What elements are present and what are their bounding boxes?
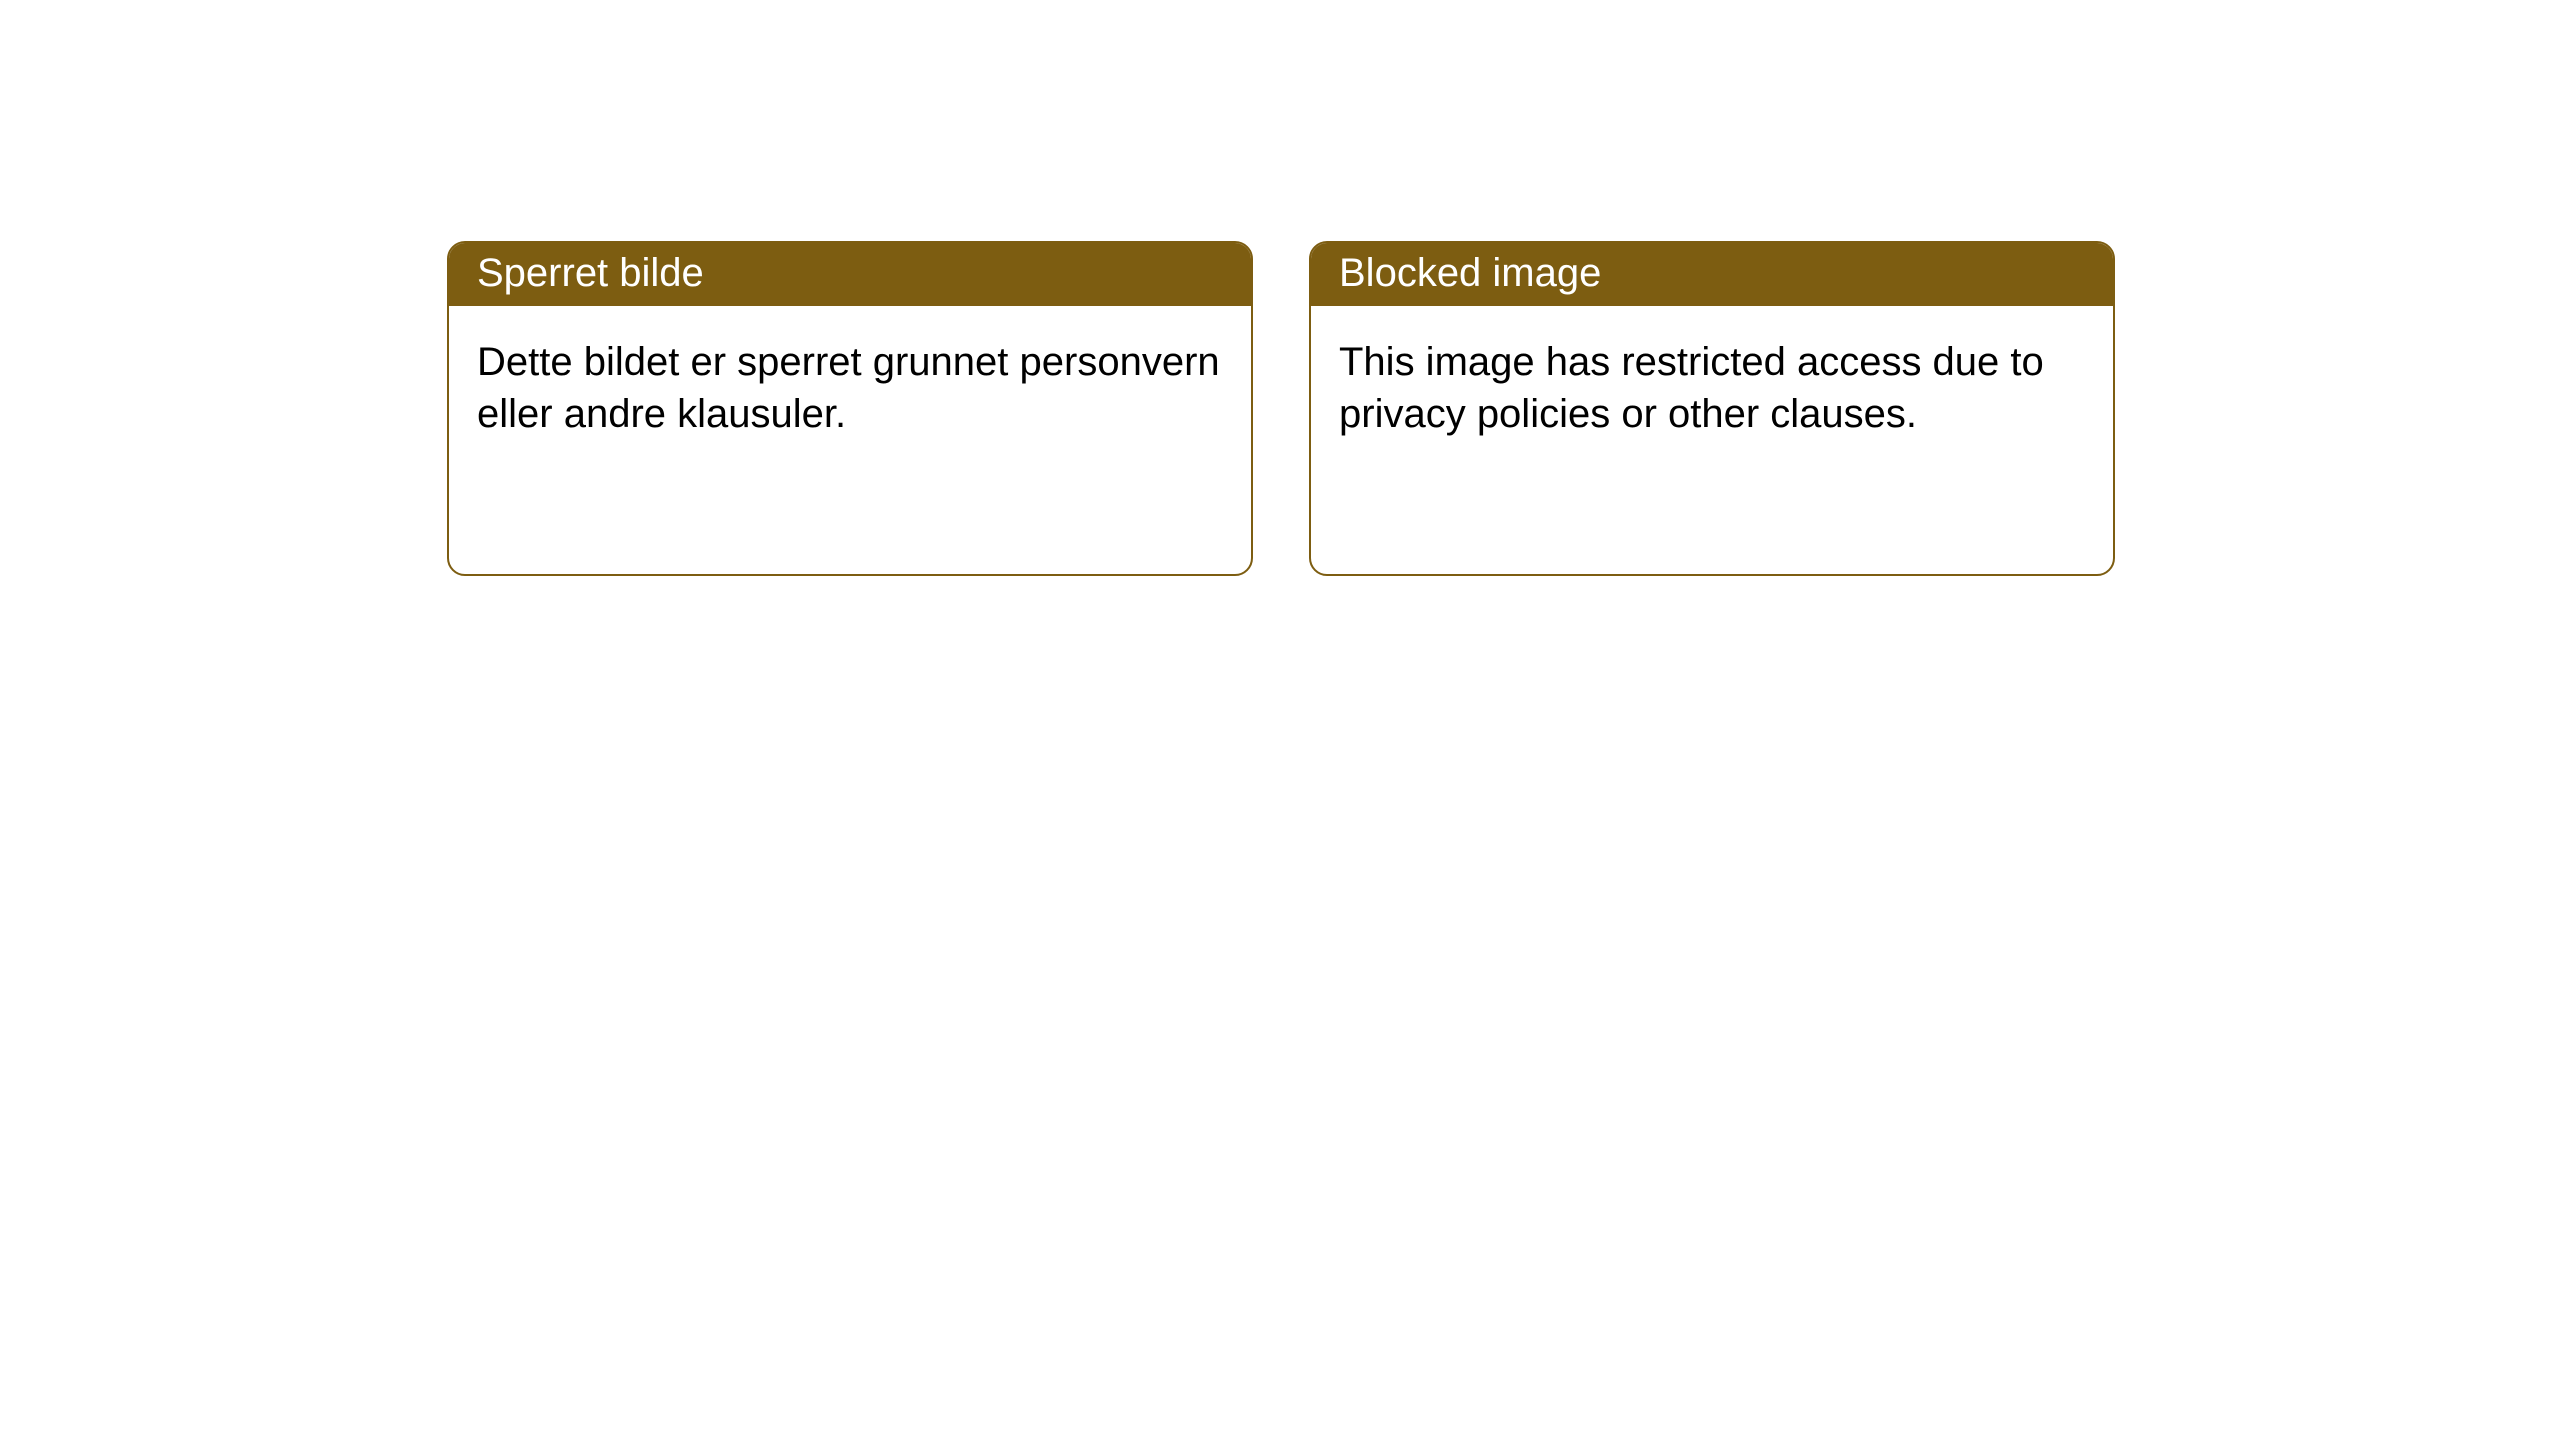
notice-card-norwegian: Sperret bilde Dette bildet er sperret gr…	[447, 241, 1253, 576]
notice-body-norwegian: Dette bildet er sperret grunnet personve…	[449, 306, 1251, 470]
notice-card-english: Blocked image This image has restricted …	[1309, 241, 2115, 576]
notice-header-english: Blocked image	[1311, 243, 2113, 306]
notice-body-english: This image has restricted access due to …	[1311, 306, 2113, 470]
notice-container: Sperret bilde Dette bildet er sperret gr…	[0, 0, 2560, 576]
notice-header-norwegian: Sperret bilde	[449, 243, 1251, 306]
